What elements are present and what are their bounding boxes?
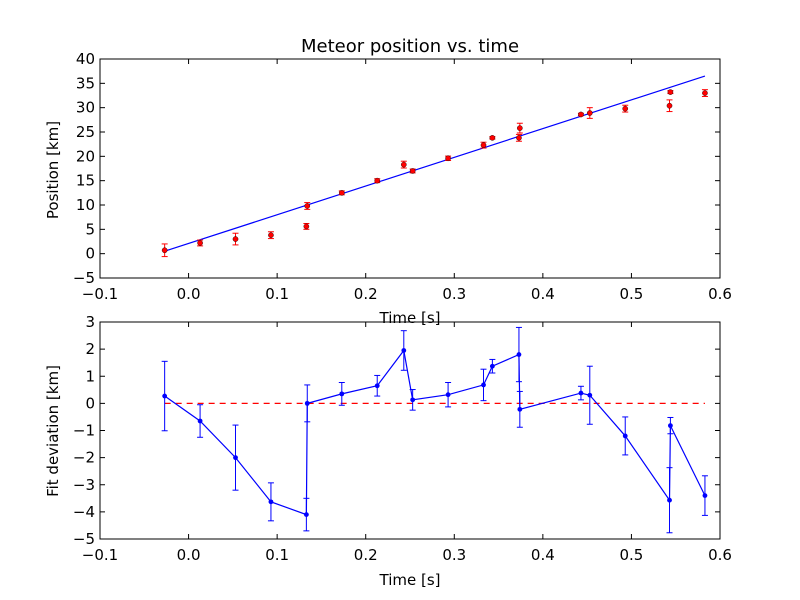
deviation-point — [374, 383, 380, 389]
deviation-point — [517, 406, 523, 412]
y-tick-label: 40 — [76, 50, 95, 68]
y-tick-label: 30 — [76, 99, 95, 117]
deviation-point — [268, 499, 274, 505]
deviation-point — [489, 363, 495, 369]
y-tick-label: −3 — [73, 476, 95, 494]
position-point — [338, 190, 345, 196]
deviation-point — [481, 382, 486, 388]
deviation-point — [401, 348, 407, 353]
y-tick-label: 10 — [76, 196, 95, 214]
position-point — [489, 135, 496, 141]
bottom-axes-frame — [99, 321, 721, 540]
position-panel: Meteor position vs. time Time [s] Positi… — [44, 36, 732, 327]
y-tick-label: 1 — [85, 367, 95, 385]
deviation-point — [702, 493, 708, 498]
position-point — [667, 89, 674, 95]
position-point — [232, 236, 239, 242]
deviation-point — [410, 397, 416, 403]
position-point — [374, 177, 381, 184]
y-tick-label: 20 — [76, 147, 95, 165]
y-tick-label: 25 — [76, 123, 95, 141]
position-point — [303, 223, 310, 230]
deviation-point — [445, 392, 451, 398]
x-tick-label: 0.5 — [619, 285, 643, 303]
x-tick-label: 0.6 — [708, 285, 732, 303]
x-tick-label: −0.1 — [82, 546, 118, 564]
x-tick-label: 0.4 — [531, 546, 555, 564]
position-point — [622, 105, 629, 112]
deviation-point — [197, 418, 203, 424]
position-point — [409, 168, 416, 174]
x-tick-label: 0.2 — [354, 546, 378, 564]
bottom-x-axis-label: Time [s] — [379, 571, 441, 589]
x-tick-label: −0.1 — [82, 285, 118, 303]
chart-title: Meteor position vs. time — [301, 36, 519, 57]
y-tick-label: −5 — [73, 269, 95, 287]
position-point — [268, 232, 274, 238]
y-tick-label: 15 — [76, 172, 95, 190]
position-point — [516, 135, 522, 141]
y-tick-label: 35 — [76, 74, 95, 92]
x-tick-label: 0.1 — [265, 285, 289, 303]
position-point — [702, 90, 708, 96]
y-tick-label: −4 — [73, 503, 95, 521]
fit-line — [164, 75, 706, 252]
top-axes-frame — [99, 58, 721, 279]
y-tick-label: −2 — [73, 449, 95, 467]
x-tick-label: 0.3 — [442, 546, 466, 564]
deviation-point — [162, 393, 168, 399]
position-point — [578, 111, 584, 118]
y-tick-label: −5 — [73, 530, 95, 548]
deviation-point — [622, 433, 628, 439]
deviation-point — [668, 423, 673, 429]
deviation-point — [304, 400, 310, 406]
x-tick-label: 0.6 — [708, 546, 732, 564]
x-tick-label: 0.2 — [354, 285, 378, 303]
position-point — [480, 142, 487, 148]
position-point — [161, 247, 168, 254]
y-tick-label: 5 — [85, 220, 95, 238]
top-x-axis-label: Time [s] — [379, 309, 441, 327]
y-tick-label: −1 — [73, 422, 95, 440]
x-tick-label: 0.3 — [442, 285, 466, 303]
position-point — [304, 203, 311, 209]
deviation-point — [667, 497, 672, 503]
bottom-y-axis-label: Fit deviation [km] — [44, 365, 62, 497]
deviation-point — [516, 352, 522, 357]
top-y-axis-label: Position [km] — [44, 121, 62, 219]
x-tick-label: 0.0 — [177, 285, 201, 303]
position-point — [197, 240, 203, 246]
position-point — [587, 110, 593, 116]
position-point — [400, 161, 407, 168]
x-tick-label: 0.1 — [265, 546, 289, 564]
x-tick-label: 0.0 — [177, 546, 201, 564]
deviation-point — [587, 392, 593, 398]
x-tick-label: 0.5 — [619, 546, 643, 564]
deviation-point — [233, 455, 238, 461]
x-tick-label: 0.4 — [531, 285, 555, 303]
y-tick-label: 3 — [85, 313, 95, 331]
deviation-point — [339, 391, 345, 397]
y-tick-label: 2 — [85, 340, 95, 358]
y-tick-label: 0 — [85, 245, 95, 263]
deviation-point — [578, 390, 584, 396]
y-tick-label: 0 — [85, 394, 95, 412]
deviation-point — [303, 512, 309, 517]
position-point — [666, 102, 673, 109]
deviation-panel: Time [s] Fit deviation [km] −0.1 0.0 0.1 0.… — [44, 313, 732, 589]
position-point — [517, 125, 523, 131]
position-point — [445, 155, 451, 162]
